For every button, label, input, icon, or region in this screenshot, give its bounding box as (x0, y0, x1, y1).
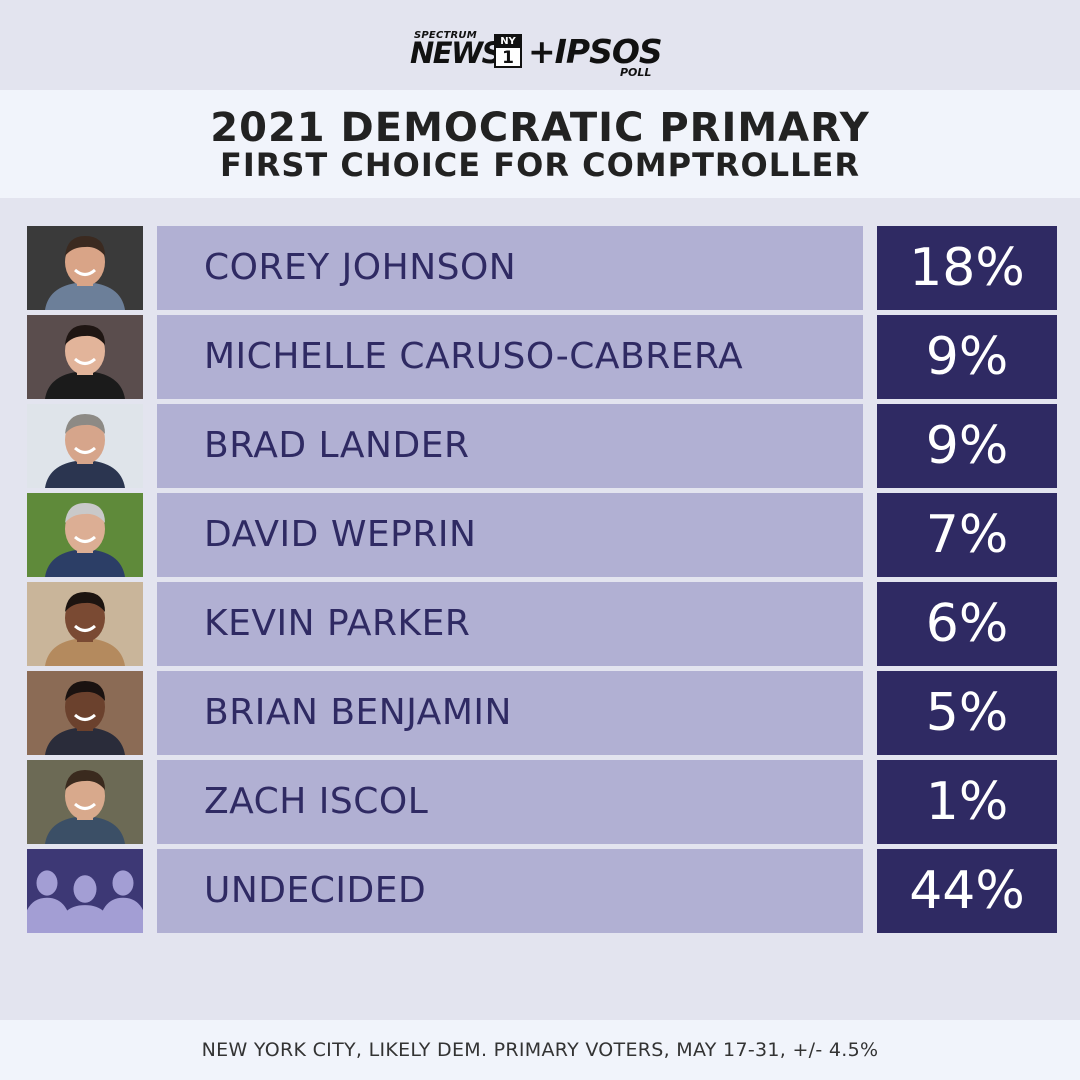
candidate-bar: KEVIN PARKER (157, 582, 863, 666)
candidate-photo (27, 760, 143, 844)
candidate-photo (27, 315, 143, 399)
chart-title: 2021 DEMOCRATIC PRIMARY (210, 105, 870, 151)
percentage-value: 18% (877, 226, 1057, 310)
result-row: UNDECIDED 44% (27, 849, 1058, 933)
candidate-name: COREY JOHNSON (204, 247, 517, 288)
logo-news-text: NEWS (410, 36, 502, 70)
percentage-value: 6% (877, 582, 1057, 666)
result-row: BRAD LANDER 9% (27, 404, 1058, 488)
percentage-value: 44% (877, 849, 1057, 933)
percentage-value: 7% (877, 493, 1057, 577)
candidate-bar: MICHELLE CARUSO-CABRERA (157, 315, 863, 399)
candidate-name: DAVID WEPRIN (204, 514, 477, 555)
candidate-bar: BRIAN BENJAMIN (157, 671, 863, 755)
candidate-bar: COREY JOHNSON (157, 226, 863, 310)
footer: NEW YORK CITY, LIKELY DEM. PRIMARY VOTER… (0, 1020, 1080, 1080)
logo-spectrum-text: SPECTRUM (414, 30, 477, 41)
candidate-name: BRIAN BENJAMIN (204, 692, 512, 733)
logo-ipsos-text: +IPSOS (528, 32, 663, 71)
undecided-silhouettes-icon (27, 849, 143, 933)
spectrum-news-ipsos-logo: SPECTRUM NEWS NY 1 +IPSOS POLL (0, 22, 1080, 84)
logo-ny-text: NY (496, 36, 520, 48)
logo-poll-text: POLL (620, 66, 652, 79)
result-row: COREY JOHNSON 18% (27, 226, 1058, 310)
chart-subtitle: FIRST CHOICE FOR COMPTROLLER (219, 146, 861, 184)
candidate-photo (27, 671, 143, 755)
candidate-bar: BRAD LANDER (157, 404, 863, 488)
candidate-photo (27, 493, 143, 577)
candidate-name: UNDECIDED (204, 870, 427, 911)
footer-note: NEW YORK CITY, LIKELY DEM. PRIMARY VOTER… (201, 1039, 879, 1061)
percentage-value: 1% (877, 760, 1057, 844)
candidate-photo (27, 226, 143, 310)
title-band: 2021 DEMOCRATIC PRIMARY FIRST CHOICE FOR… (0, 90, 1080, 198)
candidate-photo (27, 582, 143, 666)
result-row: DAVID WEPRIN 7% (27, 493, 1058, 577)
candidate-name: MICHELLE CARUSO-CABRERA (204, 336, 744, 377)
percentage-value: 5% (877, 671, 1057, 755)
ny1-logo-icon: NY 1 (494, 34, 522, 68)
result-row: BRIAN BENJAMIN 5% (27, 671, 1058, 755)
logo-one-text: 1 (502, 48, 514, 68)
candidate-name: ZACH ISCOL (204, 781, 429, 822)
percentage-value: 9% (877, 404, 1057, 488)
candidate-photo (27, 404, 143, 488)
candidate-name: BRAD LANDER (204, 425, 470, 466)
result-row: KEVIN PARKER 6% (27, 582, 1058, 666)
candidate-name: KEVIN PARKER (204, 603, 471, 644)
percentage-value: 9% (877, 315, 1057, 399)
result-row: ZACH ISCOL 1% (27, 760, 1058, 844)
result-row: MICHELLE CARUSO-CABRERA 9% (27, 315, 1058, 399)
candidate-bar: ZACH ISCOL (157, 760, 863, 844)
candidate-bar: UNDECIDED (157, 849, 863, 933)
candidate-bar: DAVID WEPRIN (157, 493, 863, 577)
